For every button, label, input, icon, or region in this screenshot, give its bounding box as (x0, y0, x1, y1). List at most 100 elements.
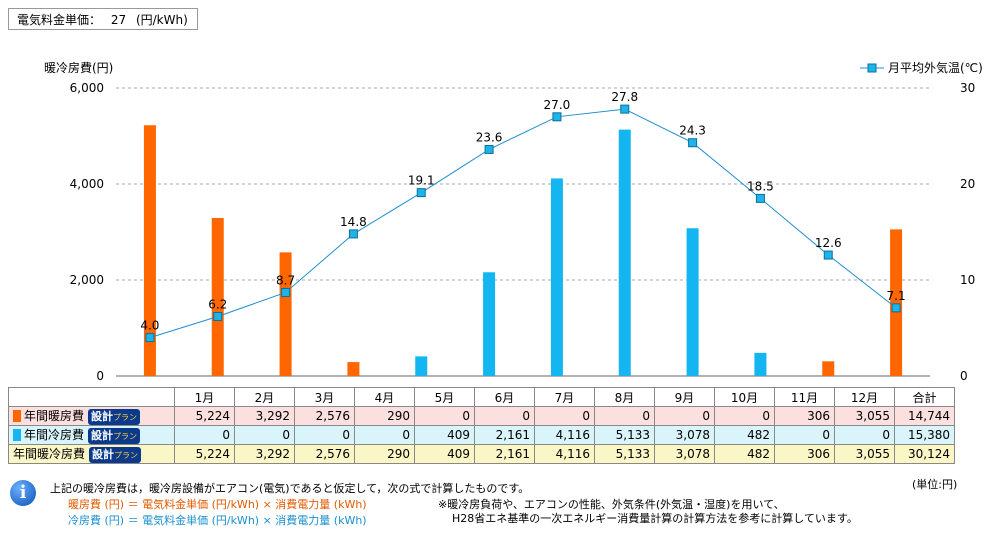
temperature-point (620, 104, 630, 114)
y-tick-label: 4,000 (70, 177, 104, 191)
heating-formula: 暖房費 (円) ＝ 電気料金単価 (円/kWh) × 消費電力量 (kWh) (68, 498, 367, 511)
table-cell: 2,161 (474, 425, 535, 445)
table-cell: 15,380 (894, 425, 955, 445)
table-header-cell: 4月 (354, 387, 415, 407)
table-cell: 0 (774, 425, 835, 445)
row-label: 年間冷房費 設計プラン (8, 425, 175, 445)
table-cell: 5,133 (594, 425, 655, 445)
table-cell: 0 (234, 425, 295, 445)
price-label: 電気料金単価： (17, 13, 102, 27)
heating-bar (347, 362, 360, 376)
y2-tick-label: 10 (960, 273, 975, 287)
row-label-text: 年間冷房費 (24, 428, 85, 442)
table-cell: 482 (714, 444, 775, 464)
temperature-data-label: 14.8 (340, 215, 367, 229)
note-right-1: ※暖冷房負荷や、エアコンの性能、外気条件(外気温・湿度)を用いて、 (438, 498, 785, 511)
table-row: 年間暖冷房費 設計プラン 5,224 3,292 2,576 290 409 2,161 4,1… (8, 444, 955, 464)
table-cell: 0 (294, 425, 355, 445)
table-cell: 0 (714, 406, 775, 426)
temperature-data-label: 27.8 (611, 90, 638, 104)
design-plan-badge: 設計プラン (89, 447, 142, 463)
design-plan-badge: 設計プラン (88, 428, 141, 444)
row-swatch (13, 429, 21, 441)
temperature-point (688, 138, 698, 148)
temperature-point (213, 311, 223, 321)
table-cell: 290 (354, 444, 415, 464)
temperature-data-label: 12.6 (815, 236, 842, 250)
temperature-line (149, 108, 897, 339)
plan-suffix: プラン (114, 451, 139, 460)
table-cell: 290 (354, 406, 415, 426)
row-label: 年間暖冷房費 設計プラン (8, 444, 175, 464)
y-axis-label: 暖冷房費(円) (44, 60, 113, 75)
temperature-data-label: 24.3 (679, 124, 706, 138)
heating-bar (890, 229, 903, 376)
legend-marker (867, 63, 877, 73)
table-header-cell: 8月 (594, 387, 655, 407)
y2-tick-label: 20 (960, 177, 975, 191)
info-icon: i (10, 480, 36, 506)
cost-table: 1月 2月 3月 4月 5月 6月 7月 8月 9月 10月 11月 12月 合計 年間暖房費 設計プラン 5… (8, 387, 955, 464)
table-cell: 3,078 (654, 444, 715, 464)
table-cell: 3,292 (234, 406, 295, 426)
table-header-cell: 11月 (774, 387, 835, 407)
table-header-cell: 2月 (234, 387, 295, 407)
heating-bar (822, 361, 835, 376)
design-plan-badge: 設計プラン (88, 409, 141, 425)
table-header-cell: 3月 (294, 387, 355, 407)
temperature-point (416, 188, 426, 198)
temperature-point (755, 193, 765, 203)
temperature-data-label: 8.7 (276, 273, 295, 287)
table-header-row: 1月 2月 3月 4月 5月 6月 7月 8月 9月 10月 11月 12月 合計 (8, 387, 955, 407)
table-row: 年間冷房費 設計プラン 0 0 0 0 409 2,161 4,116 5,133 3,078 482… (8, 425, 955, 445)
heating-bar (279, 252, 292, 376)
table-header-cell: 10月 (714, 387, 775, 407)
table-cell: 5,224 (174, 406, 235, 426)
y2-tick-label: 0 (960, 369, 968, 383)
temperature-data-label: 6.2 (208, 297, 227, 311)
row-label-text: 年間暖房費 (24, 409, 85, 423)
temperature-point (823, 250, 833, 260)
table-corner (8, 387, 175, 407)
plan-suffix: プラン (113, 413, 138, 422)
table-cell: 306 (774, 444, 835, 464)
plan-suffix: プラン (113, 432, 138, 441)
table-cell: 3,078 (654, 425, 715, 445)
table-header-cell: 9月 (654, 387, 715, 407)
heating-bar (143, 125, 156, 376)
table-cell: 0 (654, 406, 715, 426)
table-cell: 3,292 (234, 444, 295, 464)
table-cell: 409 (414, 444, 475, 464)
table-header-cell: 7月 (534, 387, 595, 407)
table-cell: 4,116 (534, 425, 595, 445)
cooling-bar (686, 228, 699, 376)
table-cell: 306 (774, 406, 835, 426)
cost-chart: 0 2,000 4,000 6,000 0 10 20 30 暖冷房費(円) 月平均外気温(℃) 4… (44, 60, 983, 383)
table-header-cell: 合計 (894, 387, 955, 407)
temperature-data-label: 23.6 (476, 130, 503, 144)
legend-label: 月平均外気温(℃) (888, 60, 983, 75)
cooling-formula: 冷房費 (円) ＝ 電気料金単価 (円/kWh) × 消費電力量 (kWh) (68, 514, 367, 527)
note-right-2: H28省エネ基準の一次エネルギー消費量計算の計算方法を参考に計算しています。 (452, 512, 858, 525)
table-cell: 0 (414, 406, 475, 426)
table-header-cell: 6月 (474, 387, 535, 407)
temperature-data-label: 27.0 (544, 98, 571, 112)
temperature-data-label: 7.1 (887, 289, 906, 303)
cooling-bar (483, 272, 496, 376)
temperature-data-label: 18.5 (747, 179, 774, 193)
table-cell: 5,133 (594, 444, 655, 464)
table-cell: 30,124 (894, 444, 955, 464)
table-cell: 5,224 (174, 444, 235, 464)
temperature-data-label: 4.0 (140, 319, 159, 333)
temperature-data-label: 19.1 (408, 174, 435, 188)
temperature-point (484, 144, 494, 154)
table-header-cell: 5月 (414, 387, 475, 407)
table-cell: 409 (414, 425, 475, 445)
electricity-price-box: 電気料金単価： 27 (円/kWh) (8, 8, 198, 30)
cooling-bar (415, 356, 428, 376)
y2-tick-label: 30 (960, 81, 975, 95)
table-cell: 3,055 (834, 444, 895, 464)
temperature-point (891, 303, 901, 313)
table-cell: 0 (594, 406, 655, 426)
table-cell: 3,055 (834, 406, 895, 426)
